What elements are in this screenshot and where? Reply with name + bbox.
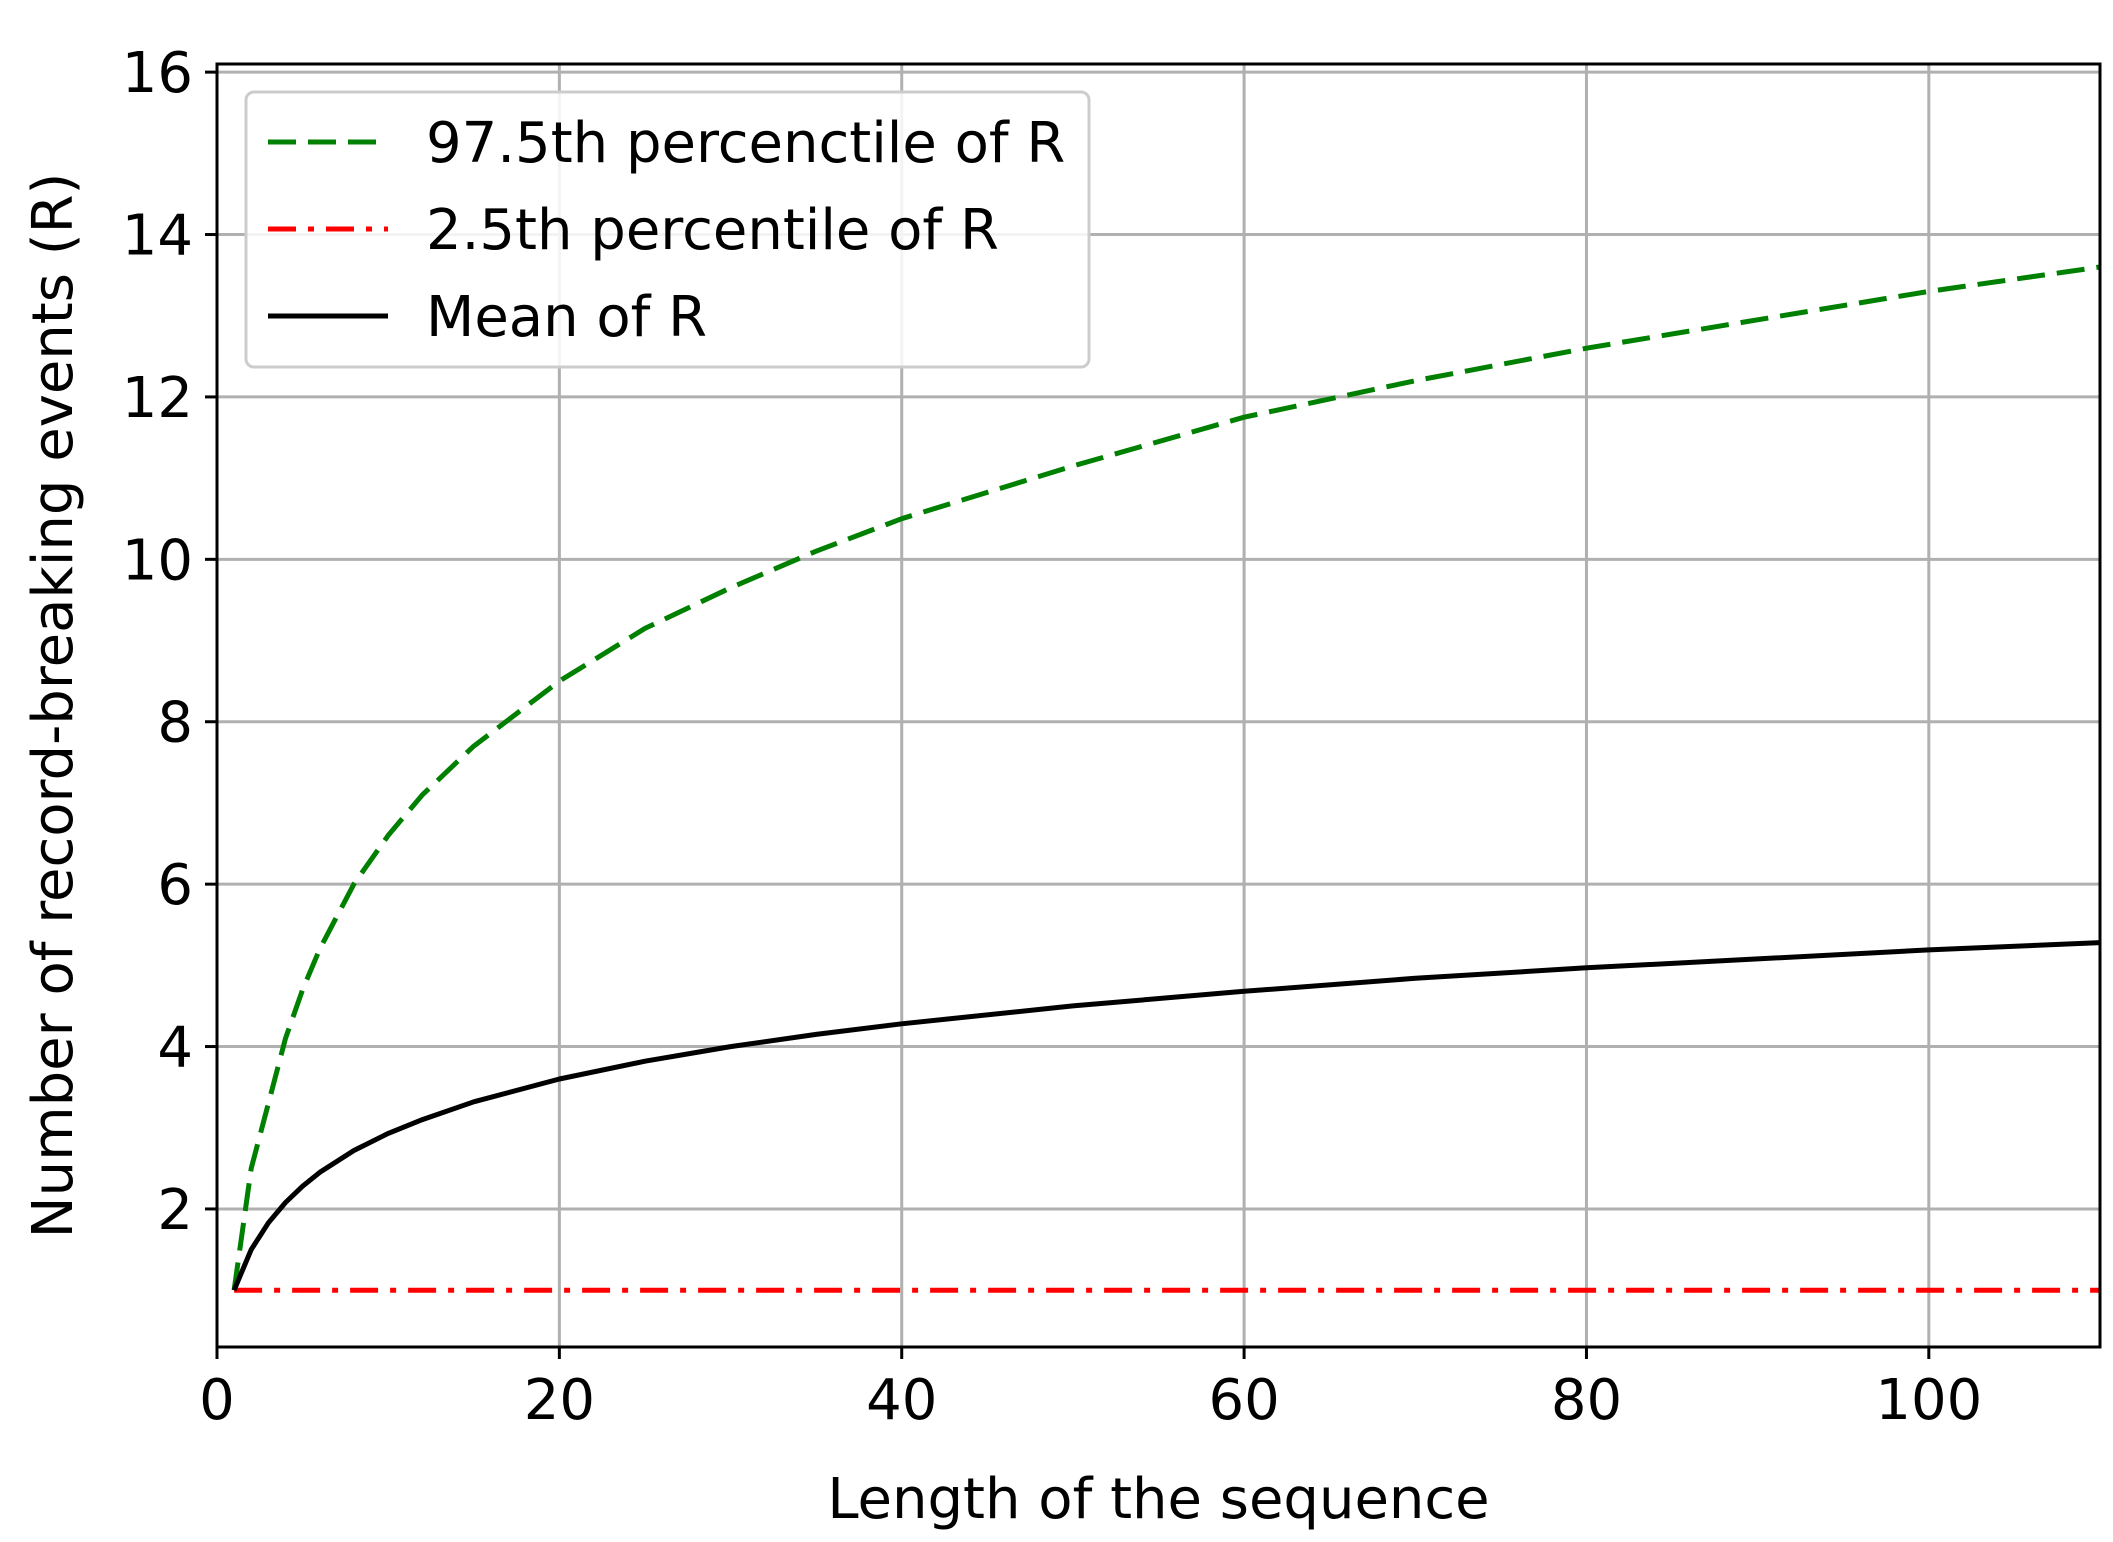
series-line-1 — [231, 264, 2101, 1291]
legend: 97.5th percenctile of R 2.5th percentile … — [244, 90, 1091, 369]
x-tick-label: 0 — [199, 1368, 235, 1433]
x-tick-label: 20 — [524, 1368, 595, 1433]
y-tick-label: 4 — [157, 1016, 193, 1081]
y-tick-label: 16 — [122, 41, 193, 106]
x-axis-label: Length of the sequence — [827, 1467, 1489, 1532]
legend-box — [244, 90, 1091, 369]
y-tick-label: 6 — [157, 853, 193, 918]
ticks: 0 20 40 60 80 100 2 4 6 8 10 12 14 16 — [122, 41, 1983, 1433]
x-tick-label: 40 — [866, 1368, 937, 1433]
x-tick-label: 60 — [1208, 1368, 1279, 1433]
x-tick-label: 100 — [1875, 1368, 1982, 1433]
y-axis-label: Number of record-breaking events (R) — [21, 173, 86, 1239]
y-tick-label: 8 — [157, 691, 193, 756]
legend-label-1: 97.5th percenctile of R — [426, 111, 1065, 176]
legend-label-3: Mean of R — [426, 285, 707, 350]
legend-label-2: 2.5th percentile of R — [426, 198, 999, 263]
x-tick-label: 80 — [1551, 1368, 1622, 1433]
plot-frame — [215, 62, 2102, 1349]
y-tick-label: 14 — [122, 204, 193, 269]
y-tick-label: 10 — [122, 528, 193, 593]
series-layer — [231, 264, 2101, 1293]
y-tick-label: 12 — [122, 366, 193, 431]
series-line-3 — [231, 940, 2101, 1292]
y-tick-label: 2 — [157, 1178, 193, 1243]
